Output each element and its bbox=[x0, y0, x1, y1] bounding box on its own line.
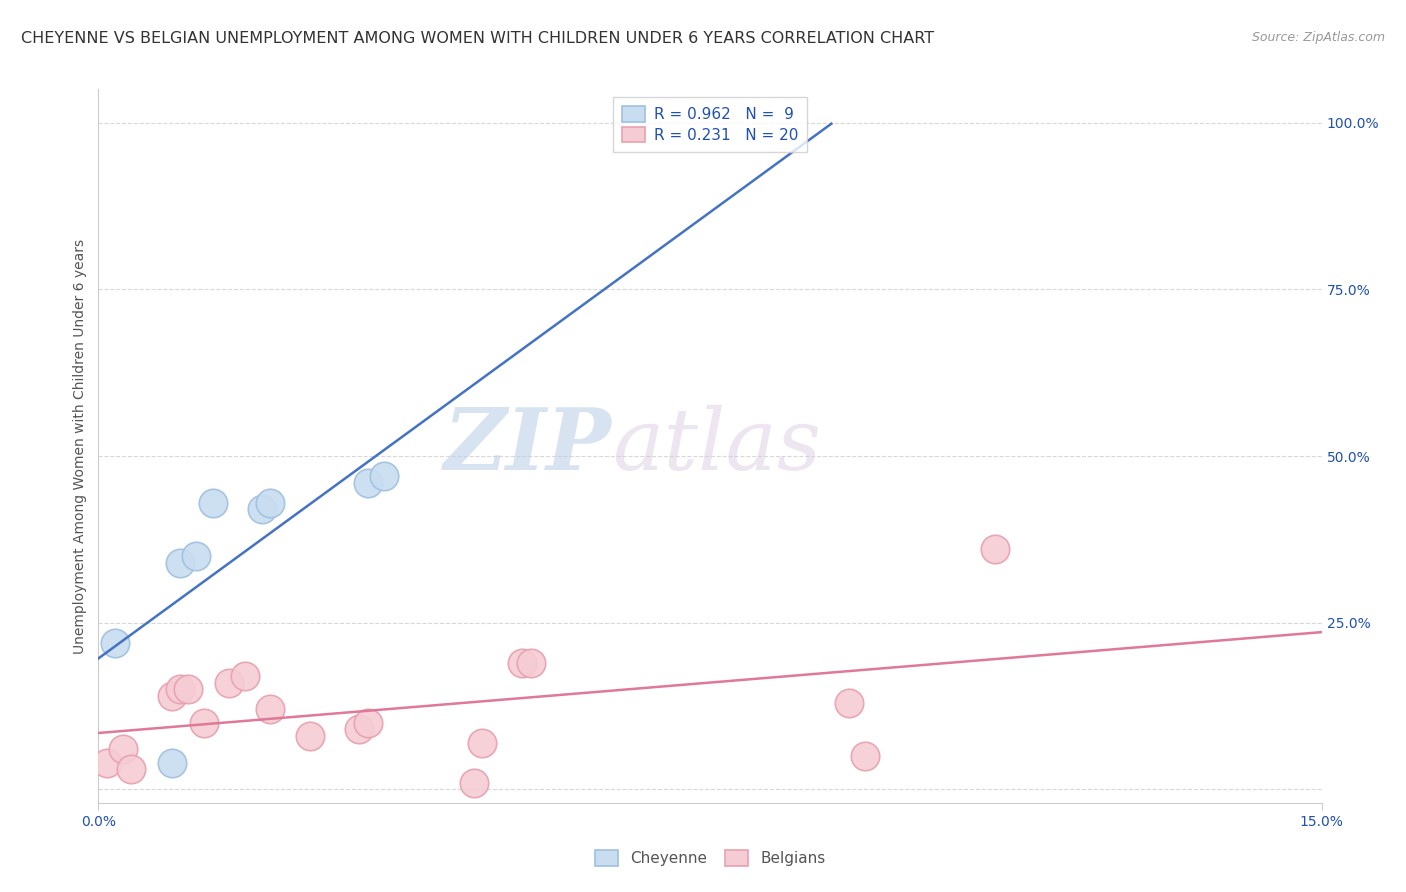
Point bbox=[471, 736, 494, 750]
Point bbox=[853, 749, 876, 764]
Text: CHEYENNE VS BELGIAN UNEMPLOYMENT AMONG WOMEN WITH CHILDREN UNDER 6 YEARS CORRELA: CHEYENNE VS BELGIAN UNEMPLOYMENT AMONG W… bbox=[21, 31, 934, 46]
Point bbox=[519, 656, 541, 670]
Point bbox=[120, 763, 142, 777]
Point bbox=[218, 675, 240, 690]
Point bbox=[111, 742, 134, 756]
Point bbox=[984, 542, 1007, 557]
Point bbox=[169, 556, 191, 570]
Point bbox=[233, 669, 256, 683]
Point bbox=[160, 756, 183, 770]
Point bbox=[193, 715, 215, 730]
Text: Source: ZipAtlas.com: Source: ZipAtlas.com bbox=[1251, 31, 1385, 45]
Point bbox=[177, 682, 200, 697]
Point bbox=[349, 723, 371, 737]
Point bbox=[186, 549, 208, 563]
Y-axis label: Unemployment Among Women with Children Under 6 years: Unemployment Among Women with Children U… bbox=[73, 238, 87, 654]
Point bbox=[356, 475, 378, 490]
Point bbox=[201, 496, 224, 510]
Point bbox=[838, 696, 860, 710]
Legend: Cheyenne, Belgians: Cheyenne, Belgians bbox=[586, 842, 834, 873]
Text: ZIP: ZIP bbox=[444, 404, 612, 488]
Point bbox=[512, 656, 534, 670]
Point bbox=[250, 502, 273, 516]
Point bbox=[104, 636, 127, 650]
Point bbox=[299, 729, 322, 743]
Point bbox=[373, 469, 395, 483]
Point bbox=[96, 756, 118, 770]
Point bbox=[160, 689, 183, 703]
Point bbox=[259, 496, 281, 510]
Point bbox=[356, 715, 378, 730]
Point bbox=[463, 776, 485, 790]
Point bbox=[259, 702, 281, 716]
Text: atlas: atlas bbox=[612, 405, 821, 487]
Point bbox=[169, 682, 191, 697]
